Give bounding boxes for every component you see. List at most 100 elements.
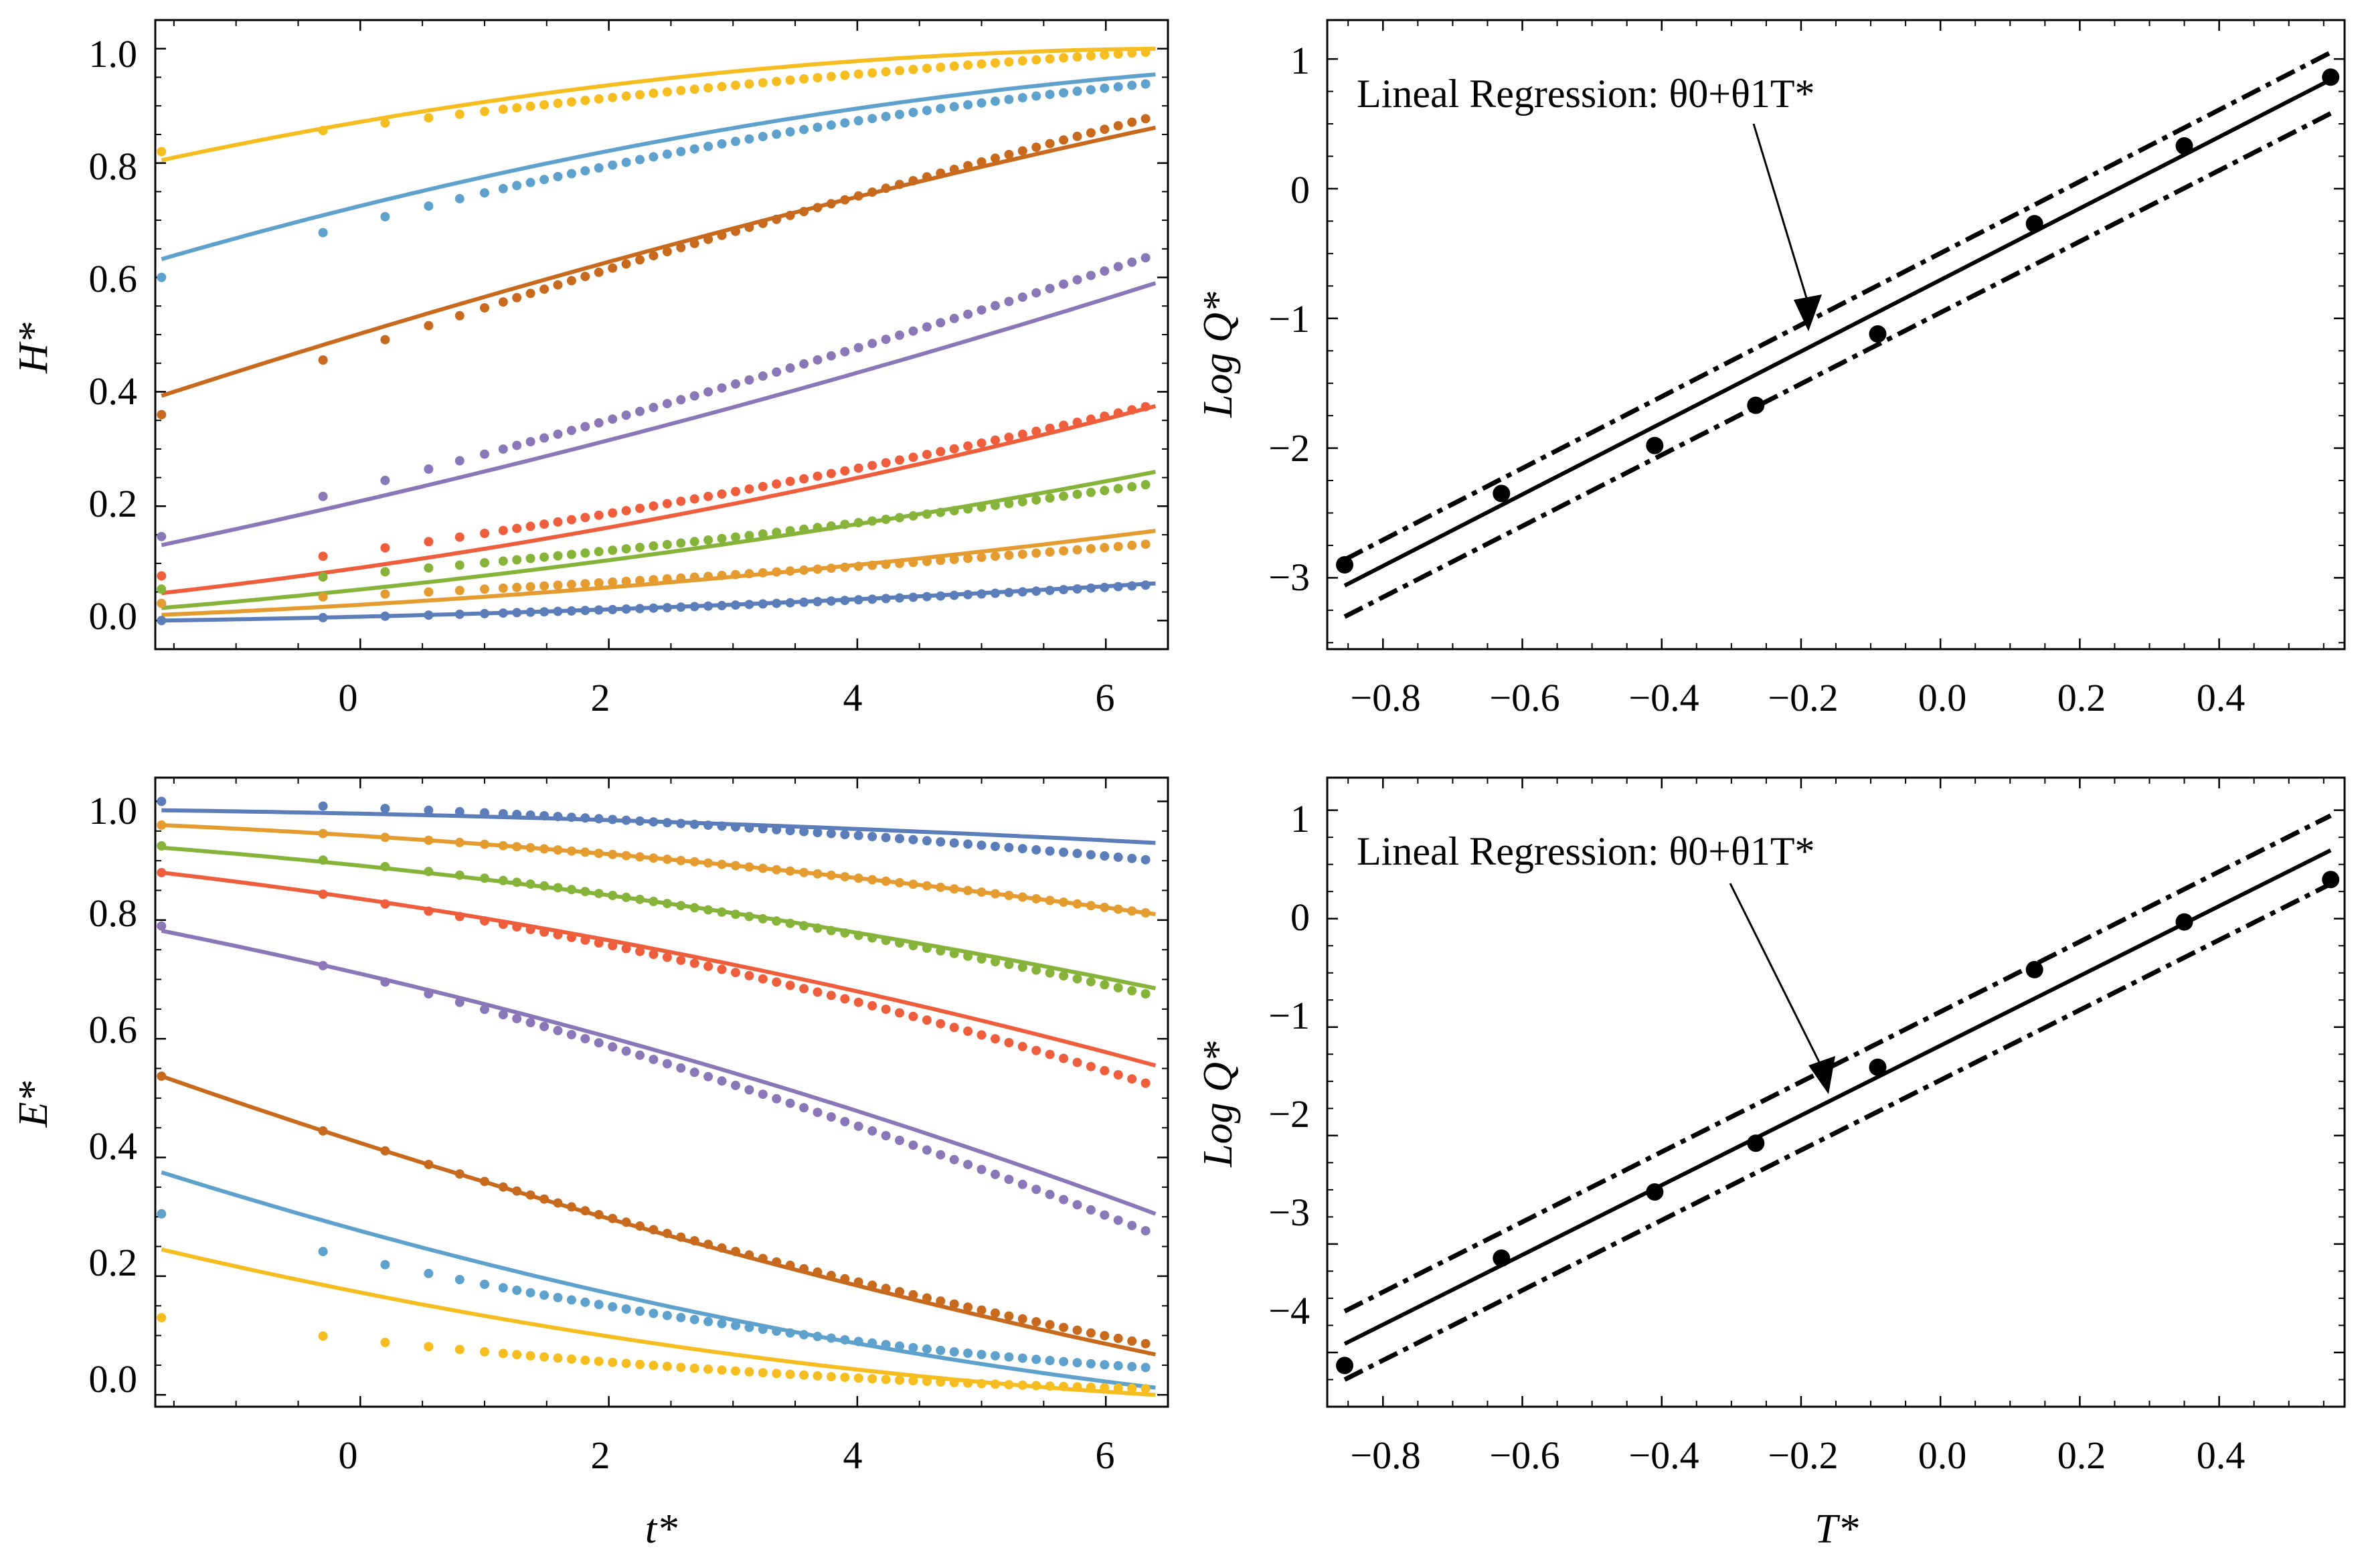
data-point-red [908, 1011, 918, 1021]
ytick-e-3: 0.6 [89, 1008, 138, 1051]
data-point-skyblue [525, 177, 535, 187]
data-point-green [991, 957, 1000, 966]
data-point-brown [731, 1247, 740, 1256]
data-point-gold [539, 1352, 550, 1362]
data-point-blue [676, 818, 686, 829]
data-point-green [454, 560, 464, 570]
data-point-brown [853, 191, 863, 201]
xtick-q2-5: 0.2 [2057, 1433, 2106, 1477]
data-point-orange [922, 556, 932, 566]
data-point-red [826, 468, 836, 478]
ytick-h-3: 0.6 [89, 257, 138, 300]
data-point-purple [498, 1010, 508, 1020]
data-point-purple [662, 1059, 672, 1069]
data-point-skyblue [922, 1344, 932, 1354]
data-point-brown [758, 218, 768, 228]
data-point [1646, 1183, 1664, 1201]
data-point-green [662, 539, 672, 549]
data-point-brown [662, 247, 672, 256]
data-point-red [1059, 1053, 1069, 1063]
data-point-green [881, 936, 891, 946]
data-point-red [703, 491, 713, 501]
data-point-purple [424, 989, 434, 998]
data-point-gold [608, 1357, 618, 1367]
data-point-orange [867, 560, 877, 570]
data-point-skyblue [480, 1280, 489, 1290]
data-point-red [566, 515, 576, 525]
data-point-red [157, 571, 167, 581]
data-point-red [635, 503, 645, 513]
data-point-gold [424, 113, 434, 123]
data-point-purple [908, 326, 918, 336]
xtick-q2-3: −0.2 [1768, 1433, 1838, 1477]
data-point-orange [813, 564, 823, 574]
data-point-red [813, 987, 823, 997]
data-point-red [1031, 426, 1041, 436]
data-point-gold [1140, 48, 1151, 57]
data-point-red [1140, 1078, 1151, 1088]
data-point [1493, 485, 1511, 503]
data-point-gold [1113, 1383, 1123, 1393]
data-point-green [813, 923, 823, 933]
data-point-gold [703, 83, 713, 93]
data-point-blue [553, 812, 563, 822]
data-point-purple [772, 367, 782, 377]
data-point-blue [703, 820, 713, 831]
data-point-skyblue [1059, 88, 1069, 98]
data-point-orange [594, 849, 604, 859]
data-point-red [380, 899, 390, 909]
data-point-brown [867, 187, 877, 197]
data-point-red [525, 924, 535, 934]
data-point-blue [1031, 586, 1041, 596]
data-point-gold [1031, 55, 1041, 65]
data-point-purple [895, 330, 904, 340]
data-point-brown [977, 1305, 987, 1315]
data-point-gold [1113, 49, 1123, 59]
data-point-blue [826, 829, 836, 839]
data-point-red [635, 946, 645, 956]
data-point-purple [594, 1038, 604, 1048]
data-point-brown [676, 1232, 686, 1242]
data-point-gold [1017, 56, 1027, 66]
data-point-gold [908, 1376, 918, 1386]
data-point-gold [826, 1372, 836, 1382]
data-point-purple [1072, 1200, 1082, 1210]
data-point-green [1140, 989, 1151, 998]
data-point-red [731, 968, 740, 978]
data-point-blue [895, 834, 904, 844]
data-point-skyblue [731, 1320, 740, 1330]
fit-line-brown [161, 125, 1157, 398]
data-point-red [621, 944, 631, 954]
data-point-purple [1127, 1221, 1137, 1231]
data-point-gold [318, 126, 328, 136]
data-point-gold [498, 104, 508, 114]
data-point-purple [553, 429, 563, 439]
data-point-red [1045, 424, 1055, 433]
data-point-blue [717, 821, 727, 831]
data-point-orange [380, 833, 390, 843]
data-point-green [895, 938, 904, 948]
data-point-gold [977, 59, 987, 69]
xtick-q1-0: −0.8 [1350, 676, 1420, 719]
data-point-gold [963, 60, 973, 70]
data-point-red [480, 529, 489, 538]
data-point-brown [1031, 1317, 1041, 1327]
data-point-orange [772, 567, 782, 577]
data-point [1336, 556, 1353, 574]
data-point-brown [621, 1217, 631, 1227]
data-point-brown [1017, 1314, 1027, 1324]
data-point-purple [1004, 296, 1014, 307]
data-point-gold [1031, 1381, 1041, 1391]
data-point-gold [881, 67, 891, 77]
data-point-gold [977, 1379, 987, 1389]
data-point-brown [881, 1284, 891, 1294]
data-point-gold [963, 1378, 973, 1388]
data-point-green [717, 533, 727, 543]
data-point [2322, 871, 2340, 889]
data-point-purple [977, 1164, 987, 1174]
data-point-orange [813, 869, 823, 879]
data-point-gold [649, 88, 659, 98]
data-point-green [840, 519, 850, 529]
data-point-green [566, 885, 576, 895]
data-point-orange [1004, 550, 1014, 560]
